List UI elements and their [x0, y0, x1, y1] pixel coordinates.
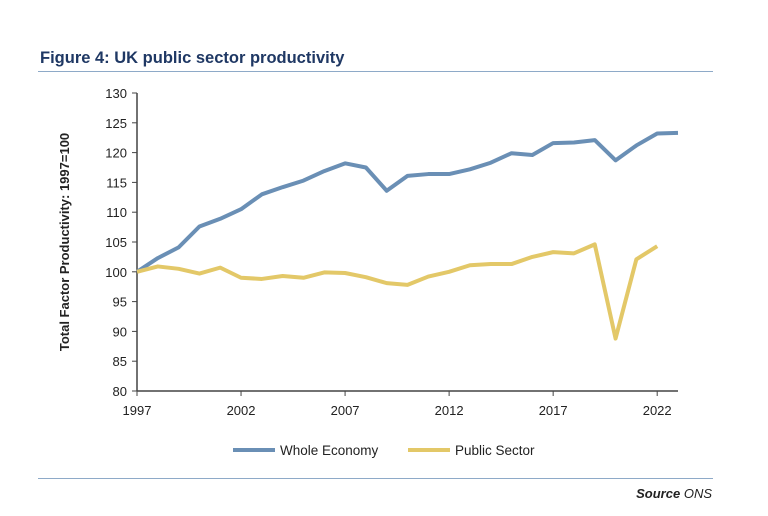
- y-tick-label: 90: [113, 324, 127, 339]
- x-tick-label: 2017: [539, 403, 568, 418]
- y-tick-label: 110: [106, 205, 127, 220]
- title-rule: [38, 71, 713, 72]
- series-line-whole-economy: [135, 130, 679, 274]
- y-tick-label: 120: [105, 146, 127, 161]
- y-tick-label: 80: [113, 384, 127, 399]
- x-tick-label: 2002: [227, 403, 256, 418]
- legend-label: Public Sector: [455, 443, 535, 458]
- y-axis-label: Total Factor Productivity: 1997=100: [57, 133, 72, 351]
- y-tick-label: 115: [106, 175, 127, 190]
- chart-title: Figure 4: UK public sector productivity: [40, 49, 345, 67]
- y-tick-label: 95: [113, 295, 127, 310]
- y-tick-label: 105: [105, 235, 127, 250]
- footer-rule: [38, 478, 713, 479]
- y-tick-label: 125: [105, 116, 127, 131]
- legend-label: Whole Economy: [280, 443, 379, 458]
- source-value: ONS: [683, 486, 712, 501]
- y-tick-label: 85: [113, 354, 127, 369]
- x-tick-label: 2012: [435, 403, 464, 418]
- source-label: Source: [636, 486, 681, 501]
- series-line-public-sector: [136, 242, 659, 341]
- x-tick-label: 2022: [643, 403, 672, 418]
- x-tick-label: 1997: [123, 403, 152, 418]
- y-tick-label: 100: [105, 265, 127, 280]
- y-tick-label: 130: [105, 86, 127, 101]
- x-tick-label: 2007: [331, 403, 360, 418]
- source-note: Source ONS: [636, 486, 712, 501]
